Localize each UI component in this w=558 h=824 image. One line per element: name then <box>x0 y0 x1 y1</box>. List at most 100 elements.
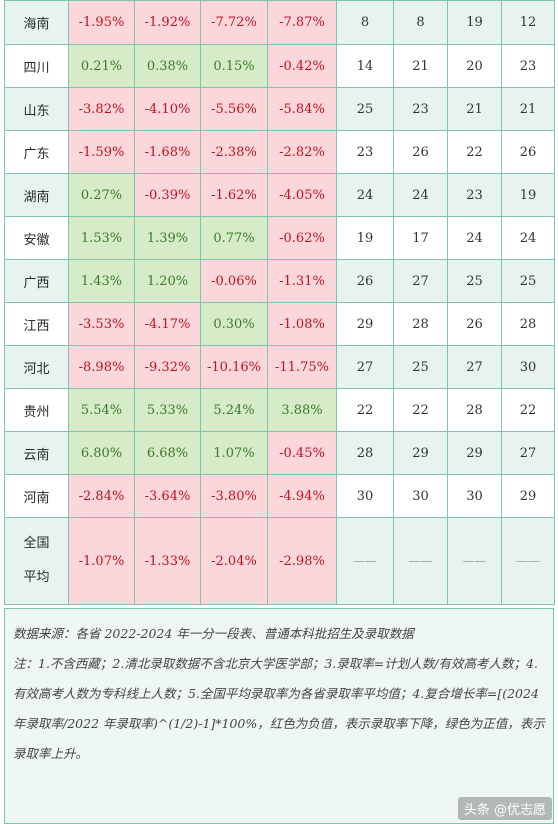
rank-cell: 19 <box>447 0 502 45</box>
province-cell: 海南 <box>4 0 69 45</box>
rate-cell: 0.77% <box>200 216 268 260</box>
rank-cell: 25 <box>447 259 502 303</box>
rate-cell: 5.33% <box>134 388 201 432</box>
rank-cell: 25 <box>501 259 555 303</box>
rank-cell: 28 <box>501 302 555 346</box>
table-row: 广东 -1.59% -1.68% -2.38% -2.82% 23 26 22 26 <box>4 130 555 174</box>
rank-cell: 29 <box>447 431 502 475</box>
rate-cell: -4.10% <box>134 87 201 131</box>
province-cell: 河南 <box>4 474 69 518</box>
table-row: 山东 -3.82% -4.10% -5.56% -5.84% 25 23 21 21 <box>4 87 555 131</box>
national-average-label: 全国 平均 <box>4 517 69 605</box>
rate-cell: -4.17% <box>134 302 201 346</box>
rank-cell: 22 <box>393 388 448 432</box>
rate-cell: -2.82% <box>267 130 337 174</box>
rank-cell: 12 <box>501 0 555 45</box>
table-row: 云南 6.80% 6.68% 1.07% -0.45% 28 29 29 27 <box>4 431 555 475</box>
rank-cell: 24 <box>393 173 448 217</box>
rank-cell: 27 <box>393 259 448 303</box>
rate-cell: 1.07% <box>200 431 268 475</box>
rank-cell: 29 <box>393 431 448 475</box>
rate-cell: -8.98% <box>68 345 135 389</box>
rank-cell: 19 <box>336 216 394 260</box>
rate-cell: -1.68% <box>134 130 201 174</box>
rate-cell: -2.98% <box>267 517 337 605</box>
table-row: 江西 -3.53% -4.17% 0.30% -1.08% 29 28 26 28 <box>4 302 555 346</box>
rate-cell: 0.27% <box>68 173 135 217</box>
rate-cell: 1.20% <box>134 259 201 303</box>
rank-cell: 17 <box>393 216 448 260</box>
rank-cell: 22 <box>336 388 394 432</box>
table-row: 河北 -8.98% -9.32% -10.16% -11.75% 27 25 27 30 <box>4 345 555 389</box>
rate-cell: 6.80% <box>68 431 135 475</box>
province-cell: 河北 <box>4 345 69 389</box>
rank-cell: 25 <box>393 345 448 389</box>
province-cell: 广西 <box>4 259 69 303</box>
rate-cell: 0.15% <box>200 44 268 88</box>
rank-cell: 29 <box>336 302 394 346</box>
notes-box: 数据来源：各省 2022-2024 年一分一段表、普通本科批招生及录取数据 注：… <box>4 608 554 824</box>
national-average-row: 全国 平均 -1.07% -1.33% -2.04% -2.98% —— —— —— —— <box>4 517 555 605</box>
table-row: 海南 -1.95% -1.92% -7.72% -7.87% 8 8 19 12 <box>4 0 555 45</box>
rate-cell: 0.38% <box>134 44 201 88</box>
rate-cell: -1.31% <box>267 259 337 303</box>
footnote-text: 注：1.不含西藏；2.清北录取数据不含北京大学医学部；3.录取率=计划人数/有效… <box>13 656 545 761</box>
rank-cell: 21 <box>447 87 502 131</box>
rate-cell: -3.64% <box>134 474 201 518</box>
data-source-text: 数据来源：各省 2022-2024 年一分一段表、普通本科批招生及录取数据 <box>13 626 414 641</box>
rank-cell: 21 <box>501 87 555 131</box>
rank-cell: 23 <box>393 87 448 131</box>
rate-cell: -5.84% <box>267 87 337 131</box>
rank-cell: 25 <box>336 87 394 131</box>
rank-cell: 27 <box>501 431 555 475</box>
rate-cell: -1.33% <box>134 517 201 605</box>
province-cell: 贵州 <box>4 388 69 432</box>
rate-cell: -0.39% <box>134 173 201 217</box>
province-cell: 四川 <box>4 44 69 88</box>
rank-cell: 30 <box>336 474 394 518</box>
rate-cell: 0.30% <box>200 302 268 346</box>
table-row: 四川 0.21% 0.38% 0.15% -0.42% 14 21 20 23 <box>4 44 555 88</box>
rank-cell: 24 <box>501 216 555 260</box>
rank-cell: 20 <box>447 44 502 88</box>
rank-cell: 24 <box>447 216 502 260</box>
rate-cell: -1.59% <box>68 130 135 174</box>
rate-cell: -0.06% <box>200 259 268 303</box>
empty-rank-cell: —— <box>336 517 394 605</box>
rate-cell: -1.08% <box>267 302 337 346</box>
rank-cell: 23 <box>501 44 555 88</box>
rate-cell: -2.38% <box>200 130 268 174</box>
rank-cell: 30 <box>501 345 555 389</box>
empty-rank-cell: —— <box>393 517 448 605</box>
province-cell: 江西 <box>4 302 69 346</box>
province-cell: 广东 <box>4 130 69 174</box>
province-cell: 湖南 <box>4 173 69 217</box>
label-line: 全国 <box>23 536 50 551</box>
rate-cell: -10.16% <box>200 345 268 389</box>
rank-cell: 30 <box>447 474 502 518</box>
rank-cell: 27 <box>336 345 394 389</box>
rank-cell: 28 <box>447 388 502 432</box>
rate-cell: -5.56% <box>200 87 268 131</box>
watermark-label: 头条 @优志愿 <box>457 797 552 820</box>
rank-cell: 19 <box>501 173 555 217</box>
table-row: 广西 1.43% 1.20% -0.06% -1.31% 26 27 25 25 <box>4 259 555 303</box>
rate-cell: 5.54% <box>68 388 135 432</box>
label-line: 平均 <box>23 570 50 585</box>
rank-cell: 27 <box>447 345 502 389</box>
table-row: 湖南 0.27% -0.39% -1.62% -4.05% 24 24 23 19 <box>4 173 555 217</box>
rank-cell: 22 <box>447 130 502 174</box>
table-row: 安徽 1.53% 1.39% 0.77% -0.62% 19 17 24 24 <box>4 216 555 260</box>
rate-cell: -7.87% <box>267 0 337 45</box>
rate-cell: -1.95% <box>68 0 135 45</box>
rank-cell: 26 <box>447 302 502 346</box>
rank-cell: 30 <box>393 474 448 518</box>
admission-rate-table: 海南 -1.95% -1.92% -7.72% -7.87% 8 8 19 12 四川 0.21% 0… <box>4 0 555 605</box>
rate-cell: 5.24% <box>200 388 268 432</box>
table-row: 河南 -2.84% -3.64% -3.80% -4.94% 30 30 30 29 <box>4 474 555 518</box>
province-cell: 云南 <box>4 431 69 475</box>
rate-cell: -7.72% <box>200 0 268 45</box>
rate-cell: -0.62% <box>267 216 337 260</box>
rank-cell: 8 <box>336 0 394 45</box>
rate-cell: 1.53% <box>68 216 135 260</box>
